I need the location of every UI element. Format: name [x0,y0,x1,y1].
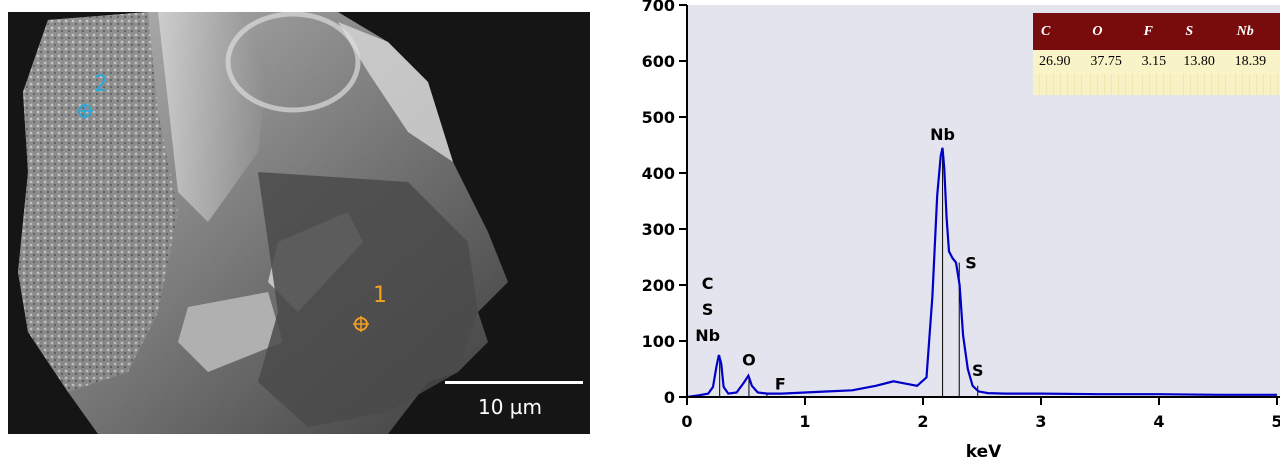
composition-value-row: 26.90 37.75 3.15 13.80 18.39 [1033,50,1280,74]
sem-image [18,12,508,434]
y-tick-label: 400 [642,164,675,183]
peak-label: Nb [695,326,720,345]
particle-ring [225,12,361,113]
y-tick-label: 200 [642,276,675,295]
particle-plate [338,22,453,162]
x-tick-label: 2 [917,412,928,431]
composition-value-cell: 3.15 [1135,50,1178,74]
composition-value-cell: 13.80 [1177,50,1229,74]
peak-label: O [742,351,756,370]
y-tick-label: 100 [642,332,675,351]
x-tick-label: 0 [681,412,692,431]
x-tick-label: 5 [1271,412,1280,431]
point-label-1: 1 [373,283,387,308]
x-axis-label: keV [966,442,1002,459]
peak-label: F [775,375,786,394]
composition-blank-row [1033,74,1280,95]
composition-header-cell: C [1033,13,1085,50]
composition-value-cell: 37.75 [1084,50,1136,74]
y-tick-label: 600 [642,52,675,71]
composition-header-cell: S [1177,13,1229,50]
particle-plate [178,292,283,372]
particle-dark-region [258,172,478,427]
composition-header-row: C O F S Nb [1033,13,1280,50]
composition-value-cell: 18.39 [1228,50,1280,74]
point-marker-1 [353,316,369,332]
peak-label: Nb [930,125,955,144]
spectrum-series-line [686,147,1277,399]
y-tick-label: 0 [664,388,675,407]
peak-label: S [702,300,714,319]
composition-table: C O F S Nb 26.90 37.75 3.15 13.80 18.39 [1033,13,1280,95]
y-tick-label: 700 [642,0,675,15]
peak-label: C [702,274,714,293]
composition-header-cell: O [1084,13,1136,50]
y-tick-label: 500 [642,108,675,127]
particle-plate [158,12,268,222]
point-marker-2 [77,103,93,119]
composition-header-cell: Nb [1228,13,1280,50]
point-label-2: 2 [94,72,108,97]
composition-value-cell: 26.90 [1033,50,1085,74]
composition-header-cell: F [1135,13,1178,50]
y-tick-label: 300 [642,220,675,239]
particle-textured-region [18,12,178,392]
peak-label: S [972,361,984,380]
x-tick-label: 3 [1035,412,1046,431]
scale-bar-label: 10 µm [478,395,543,419]
scale-bar [445,381,583,384]
sem-micrograph: 1 2 10 µm [8,12,590,434]
x-tick-label: 1 [799,412,810,431]
x-tick-label: 4 [1153,412,1164,431]
peak-label: S [965,254,977,273]
